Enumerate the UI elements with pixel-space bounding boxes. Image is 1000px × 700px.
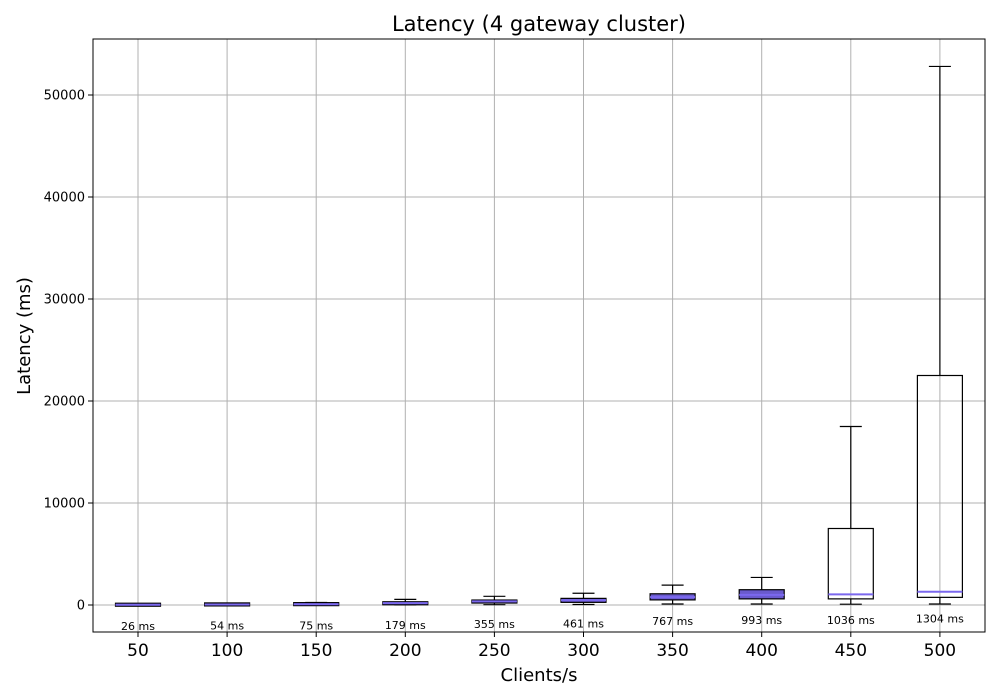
x-tick-label: 250 xyxy=(478,641,510,661)
y-tick-label: 50000 xyxy=(44,89,85,104)
y-tick-label: 20000 xyxy=(44,395,85,410)
median-label: 767 ms xyxy=(652,615,693,628)
box-450 xyxy=(827,425,874,605)
box-iqr xyxy=(827,527,874,600)
x-tick-label: 350 xyxy=(656,641,688,661)
x-axis-label: Clients/s xyxy=(501,665,578,686)
box-400 xyxy=(738,576,785,605)
x-tick-label: 400 xyxy=(745,641,777,661)
median-label: 1036 ms xyxy=(827,614,875,627)
x-tick-label: 300 xyxy=(567,641,599,661)
box-50 xyxy=(114,602,162,607)
box-350 xyxy=(649,584,696,605)
chart-title: Latency (4 gateway cluster) xyxy=(392,12,686,36)
median-label: 26 ms xyxy=(121,620,155,633)
x-tick-label: 200 xyxy=(389,641,421,661)
box-250 xyxy=(471,595,518,606)
box-100 xyxy=(204,602,251,607)
x-tick-label: 450 xyxy=(835,641,867,661)
x-axis-ticks: 50 100 150 200 250 300 350 400 450 500 xyxy=(127,632,956,661)
box-300 xyxy=(560,592,607,606)
y-tick-label: 0 xyxy=(77,599,85,614)
box-series xyxy=(114,65,964,607)
y-axis-ticks: 0 10000 20000 30000 40000 50000 xyxy=(44,89,93,614)
box-500 xyxy=(916,65,964,605)
median-labels: 26 ms 54 ms 75 ms 179 ms 355 ms 461 ms 767 ms 9… xyxy=(121,612,964,632)
median-label: 54 ms xyxy=(210,620,244,633)
median-label: 461 ms xyxy=(563,617,604,630)
x-tick-label: 100 xyxy=(211,641,243,661)
x-tick-label: 500 xyxy=(924,641,956,661)
median-label: 75 ms xyxy=(299,619,333,632)
y-tick-label: 40000 xyxy=(44,191,85,206)
box-200 xyxy=(382,598,429,606)
y-tick-label: 10000 xyxy=(44,497,85,512)
x-tick-label: 150 xyxy=(300,641,332,661)
median-label: 179 ms xyxy=(385,619,426,632)
y-tick-label: 30000 xyxy=(44,293,85,308)
box-iqr xyxy=(916,374,964,598)
median-label: 993 ms xyxy=(741,614,782,627)
x-tick-label: 50 xyxy=(127,641,149,661)
box-150 xyxy=(293,601,340,607)
plot-frame xyxy=(92,38,986,633)
y-axis-label: Latency (ms) xyxy=(14,277,35,395)
median-label: 355 ms xyxy=(474,618,515,631)
median-label: 1304 ms xyxy=(916,612,964,625)
